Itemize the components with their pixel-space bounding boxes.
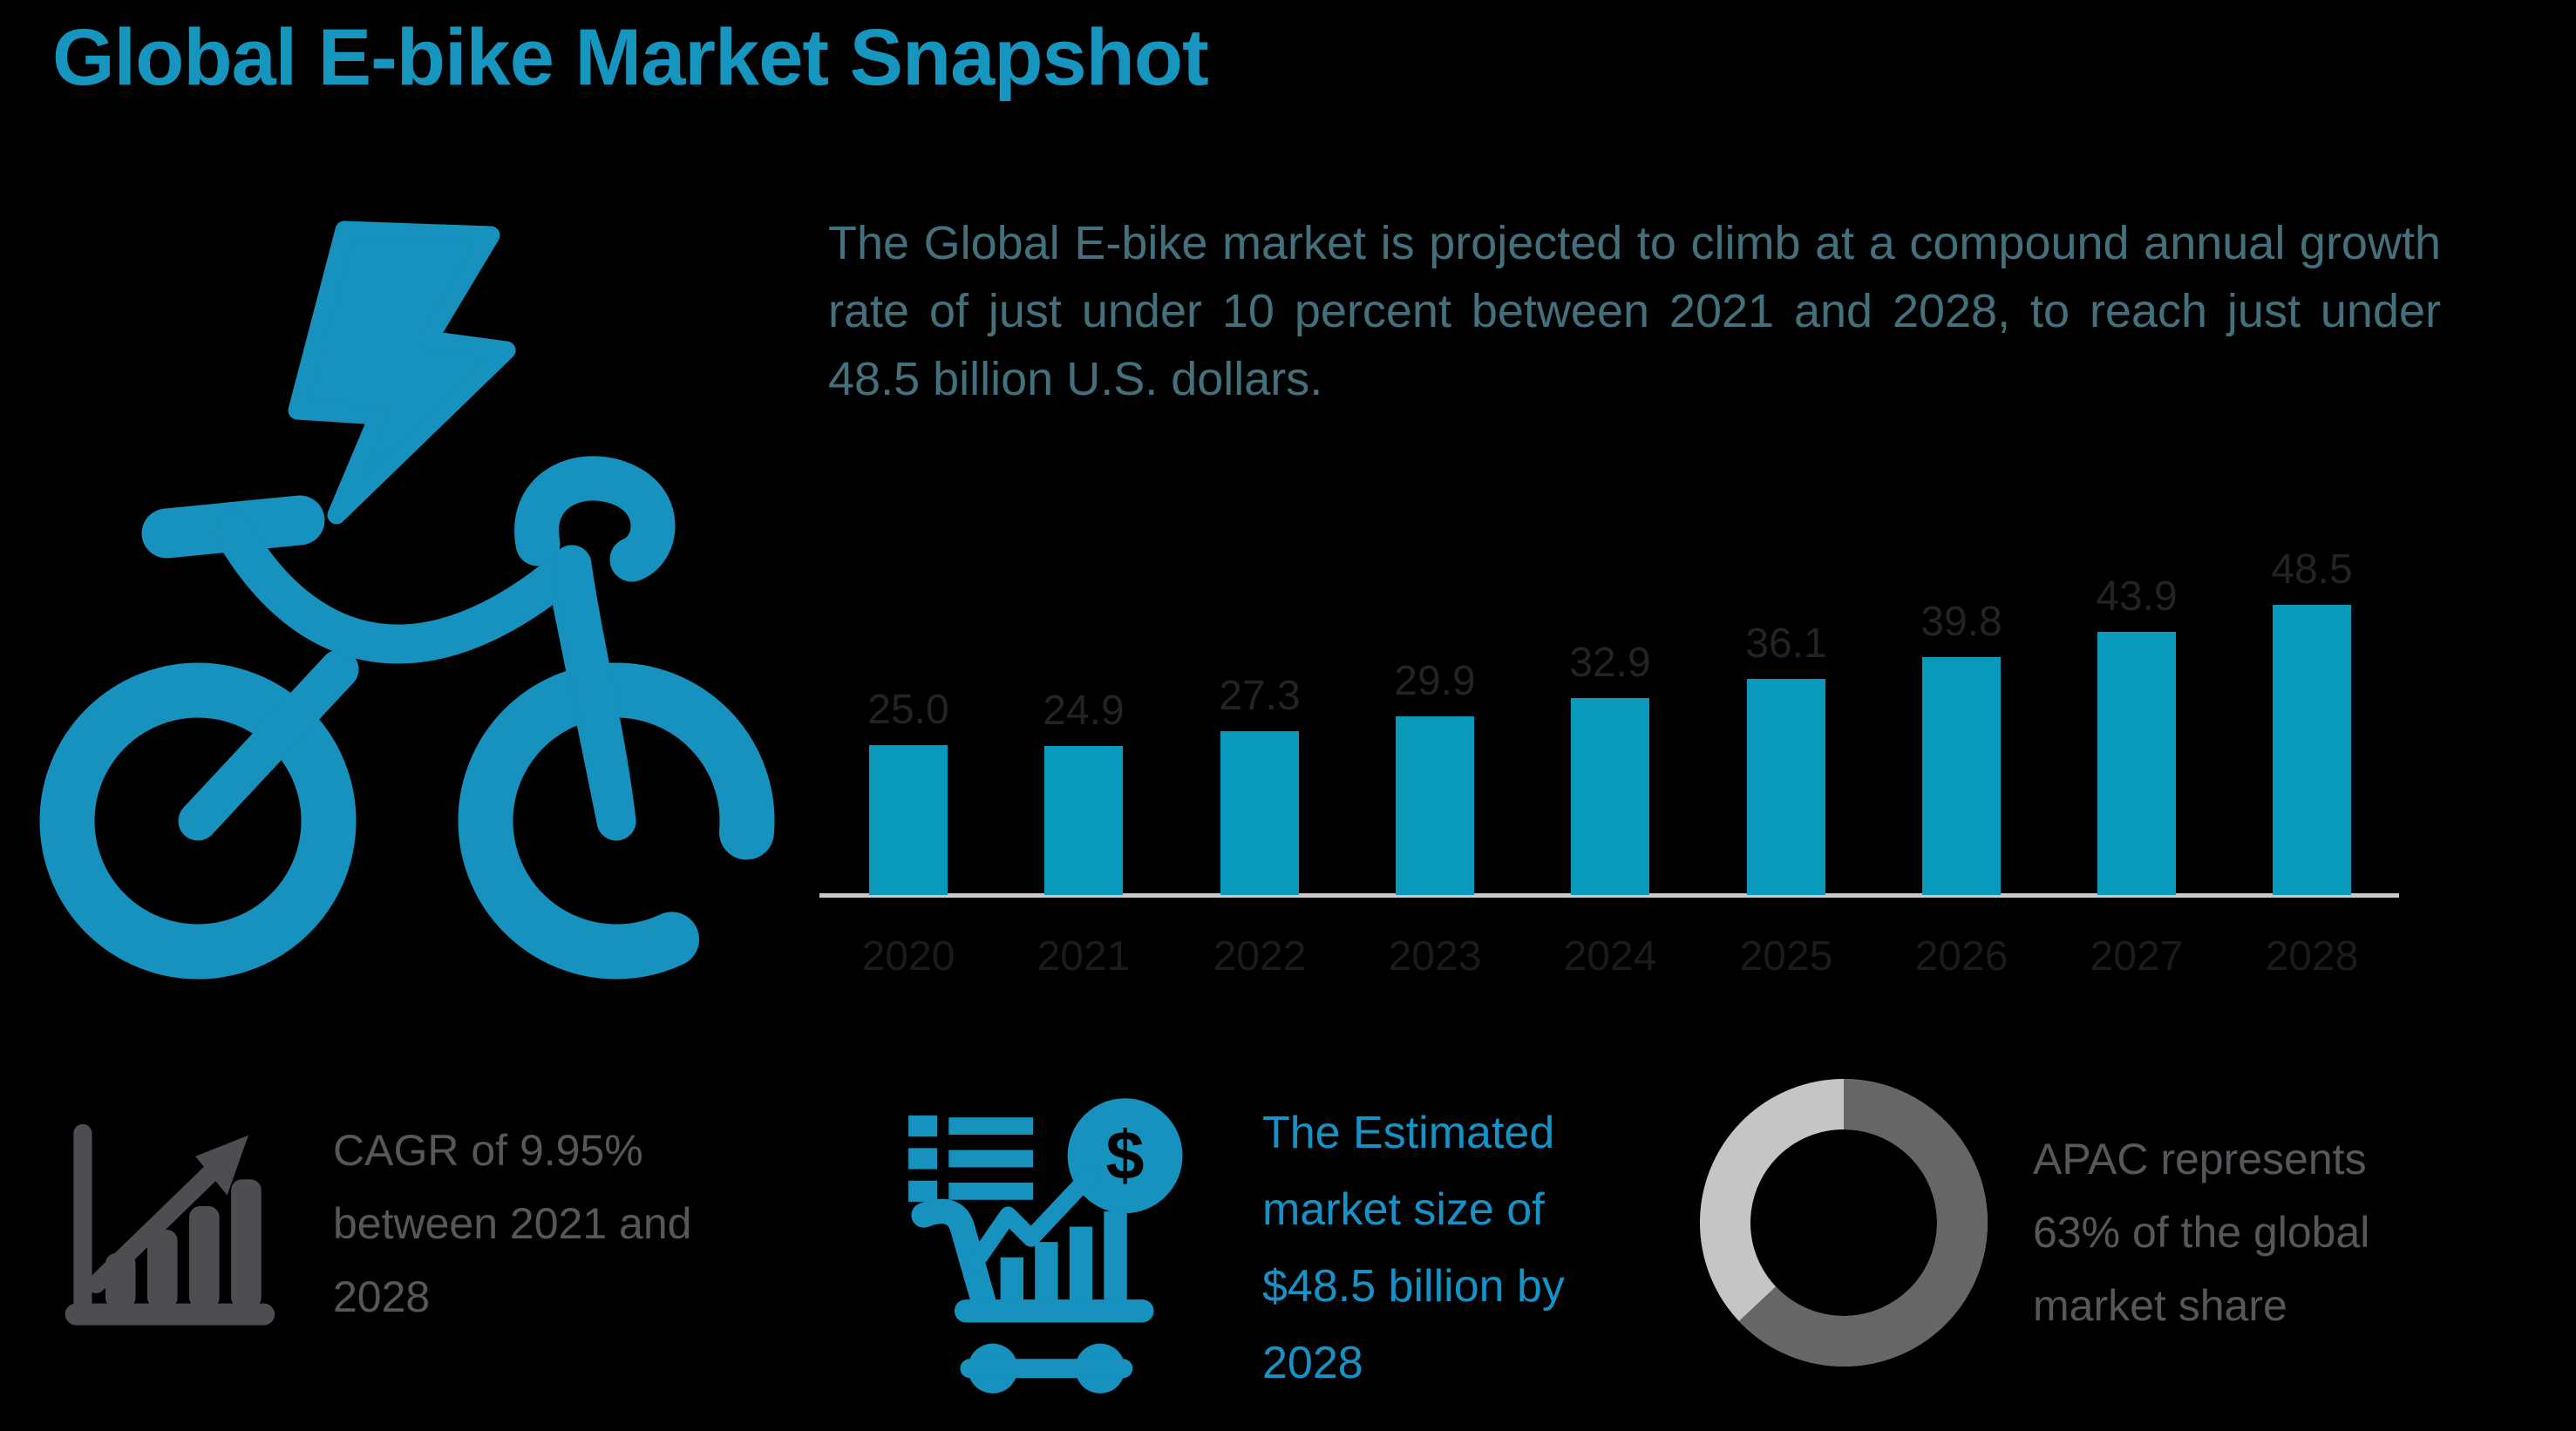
donut-chart-icon <box>1700 1079 1988 1367</box>
growth-chart-icon <box>65 1123 275 1326</box>
bar-value-label: 27.3 <box>1219 673 1301 719</box>
bar-value-label: 32.9 <box>1569 640 1651 686</box>
bar <box>1747 679 1825 895</box>
bar-chart: 25.0 2020 24.9 2021 27.3 2022 29.9 2023 32.9 2024… <box>819 523 2528 1046</box>
x-axis-line <box>819 893 2399 898</box>
market-size-line: market size of <box>1262 1184 1545 1235</box>
svg-text:$: $ <box>1106 1116 1145 1194</box>
bar-year-label: 2027 <box>2090 933 2184 980</box>
bar <box>2273 605 2351 895</box>
apac-line: APAC represents <box>2033 1135 2367 1183</box>
cagr-line: between 2021 and <box>333 1199 692 1248</box>
page-title: Global E-bike Market Snapshot <box>52 13 1209 102</box>
cagr-line: 2028 <box>333 1272 431 1321</box>
bar-year-label: 2026 <box>1914 933 2008 980</box>
cart-dollar-icon: $ <box>908 1098 1183 1394</box>
bar <box>1922 657 2001 895</box>
market-size-line: $48.5 billion by <box>1262 1261 1565 1312</box>
cagr-line: CAGR of 9.95% <box>333 1126 643 1175</box>
bar-value-label: 24.9 <box>1043 688 1125 734</box>
bar-year-label: 2020 <box>861 933 955 980</box>
bar-year-label: 2025 <box>1739 933 1833 980</box>
cagr-stat-text: CAGR of 9.95% between 2021 and 2028 <box>333 1114 891 1333</box>
bar-value-label: 48.5 <box>2271 546 2353 593</box>
bar-value-label: 43.9 <box>2096 573 2178 620</box>
bar <box>2097 632 2176 895</box>
bar-year-label: 2022 <box>1213 933 1307 980</box>
bar <box>1571 698 1649 895</box>
bar-value-label: 36.1 <box>1745 621 1827 667</box>
intro-paragraph: The Global E-bike market is projected to… <box>828 217 2441 405</box>
apac-stat-text: APAC represents 63% of the global market… <box>2033 1122 2556 1342</box>
bar <box>1044 746 1123 895</box>
ebike-icon <box>39 220 775 980</box>
apac-line: 63% of the global <box>2033 1208 2370 1257</box>
bar-value-label: 29.9 <box>1394 658 1476 704</box>
bar-year-label: 2028 <box>2265 933 2359 980</box>
bar-value-label: 39.8 <box>1920 599 2002 645</box>
bar <box>1220 731 1299 895</box>
bar-value-label: 25.0 <box>867 687 949 733</box>
market-size-line: 2028 <box>1262 1338 1363 1388</box>
bar <box>1396 716 1474 895</box>
market-size-line: The Estimated <box>1262 1108 1555 1158</box>
bar-year-label: 2023 <box>1388 933 1482 980</box>
market-size-stat-text: The Estimated market size of $48.5 billi… <box>1262 1095 1716 1401</box>
bar-year-label: 2024 <box>1563 933 1657 980</box>
lightning-bolt-icon <box>288 220 516 525</box>
bar <box>869 745 948 895</box>
apac-line: market share <box>2033 1281 2287 1330</box>
bar-year-label: 2021 <box>1037 933 1131 980</box>
